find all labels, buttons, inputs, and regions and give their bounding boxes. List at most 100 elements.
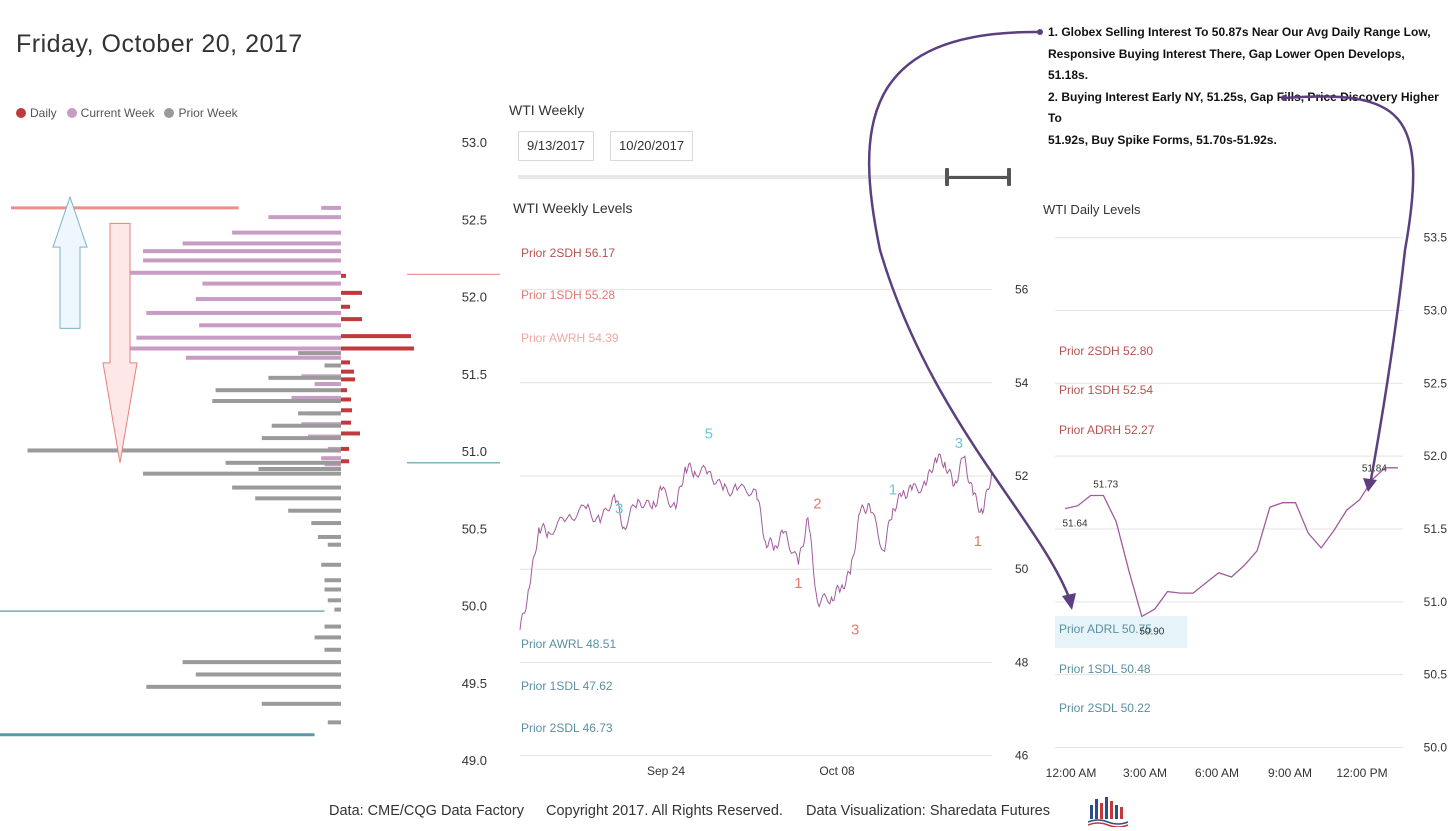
price-tick: 52.5 — [462, 212, 487, 227]
commentary-line-3: 2. Buying Interest Early NY, 51.25s, Gap… — [1048, 89, 1439, 126]
profile-bar-current-week — [321, 205, 341, 210]
up-arrow-icon — [52, 195, 88, 329]
weekly-level-label: Prior 1SDH 55.28 — [521, 288, 615, 302]
price-tick: 51.0 — [462, 444, 487, 459]
profile-bar-current-week — [123, 346, 341, 351]
daily-levels-title: WTI Daily Levels — [1043, 202, 1141, 217]
profile-bar-prior-week — [225, 460, 341, 465]
profile-bar-daily — [341, 304, 350, 309]
profile-bar-prior-week — [298, 411, 341, 416]
weekly-y-tick: 52 — [1015, 469, 1029, 483]
profile-bar-current-week — [314, 382, 341, 387]
profile-bar-prior-week — [327, 598, 341, 603]
profile-bar-prior-week — [317, 534, 341, 539]
commentary-annotation: 1. Globex Selling Interest To 50.87s Nea… — [1048, 22, 1448, 151]
legend-label-prior-week: Prior Week — [178, 106, 238, 120]
daily-x-tick: 9:00 AM — [1268, 766, 1312, 780]
daily-y-tick: 50.0 — [1424, 741, 1448, 755]
daily-point-label: 51.73 — [1093, 479, 1118, 490]
weekly-level-label: Prior AWRL 48.51 — [521, 637, 616, 651]
wave-label: 3 — [955, 435, 963, 452]
daily-y-tick: 53.0 — [1424, 303, 1448, 317]
legend-item-prior-week[interactable]: Prior Week — [164, 106, 238, 120]
profile-bar-prior-week — [298, 351, 341, 356]
profile-bar-daily — [341, 446, 349, 451]
profile-bar-prior-week — [327, 720, 341, 725]
volume-profile-chart: 53.0 52.5 52.0 51.5 51.0 50.5 50.0 49.5 49.0 — [0, 135, 500, 768]
legend-dot-prior-week — [164, 108, 175, 118]
profile-bar-current-week — [202, 281, 341, 286]
legend-item-daily[interactable]: Daily — [16, 106, 57, 120]
profile-bar-prior-week — [324, 578, 341, 583]
adrl-highlight — [1055, 616, 1187, 648]
weekly-y-tick: 54 — [1015, 376, 1029, 390]
profile-bar-daily — [341, 369, 354, 374]
wave-label: 1 — [794, 575, 802, 592]
wave-label: 2 — [813, 496, 821, 513]
profile-bar-prior-week — [334, 607, 341, 612]
profile-bar-current-week — [268, 215, 341, 220]
profile-bar-daily — [341, 408, 352, 413]
end-date-input[interactable]: 10/20/2017 — [610, 131, 694, 161]
profile-bar-current-week — [143, 258, 341, 263]
profile-bar-daily — [341, 273, 346, 278]
profile-bar-prior-week — [255, 496, 341, 501]
weekly-x-tick: Oct 08 — [819, 764, 855, 778]
price-tick: 53.0 — [462, 135, 487, 150]
weekly-x-tick: Sep 24 — [647, 764, 685, 778]
daily-level-label: Prior 1SDH 52.54 — [1059, 383, 1153, 397]
daily-x-tick: 3:00 AM — [1123, 766, 1167, 780]
weekly-level-label: Prior 2SDH 56.17 — [521, 246, 615, 260]
price-tick: 51.5 — [462, 367, 487, 382]
profile-bar-prior-week — [195, 672, 341, 677]
date-range-slider-selection — [947, 176, 1009, 179]
footer-source: Data: CME/CQG Data Factory — [329, 803, 524, 819]
footer-copyright: Copyright 2017. All Rights Reserved. — [546, 803, 783, 819]
weekly-price-line — [519, 453, 993, 630]
profile-bar-daily — [341, 397, 351, 402]
legend-dot-current-week — [66, 108, 77, 118]
wave-label: 3 — [851, 621, 859, 638]
profile-bar-prior-week — [288, 508, 341, 513]
profile-bar-current-week — [321, 456, 341, 461]
wave-label: 1 — [889, 482, 897, 499]
profile-legend: Daily Current Week Prior Week — [16, 106, 238, 120]
sharedata-logo-icon — [1088, 797, 1129, 827]
price-tick: 52.0 — [462, 290, 487, 305]
daily-y-tick: 52.0 — [1424, 449, 1448, 463]
daily-price-line — [1064, 467, 1398, 618]
profile-bar-daily — [341, 459, 349, 464]
weekly-y-tick: 48 — [1015, 655, 1029, 669]
down-arrow-icon — [102, 222, 138, 463]
profile-bar-prior-week — [215, 388, 341, 393]
commentary-line-4: 51.92s, Buy Spike Forms, 51.70s-51.92s. — [1048, 132, 1277, 147]
daily-point-label: 51.64 — [1062, 519, 1087, 530]
daily-levels-chart: WTI Daily Levels 53.5 53.0 52.5 52.0 51.5 51.0… — [1043, 202, 1448, 780]
daily-level-label: Prior ADRH 52.27 — [1059, 423, 1155, 437]
profile-bar-prior-week — [324, 624, 341, 629]
weekly-panel-title: WTI Weekly — [509, 102, 585, 118]
profile-bar-daily — [341, 290, 362, 295]
profile-bar-prior-week — [324, 647, 341, 652]
commentary-line-1: 1. Globex Selling Interest To 50.87s Nea… — [1048, 25, 1431, 39]
daily-level-label: Prior ADRL 50.75 — [1059, 622, 1152, 636]
date-range-slider-handle-start[interactable] — [945, 168, 949, 186]
profile-bar-prior-week — [232, 485, 341, 490]
price-tick: 50.5 — [462, 521, 487, 536]
date-range-slider-track[interactable] — [518, 175, 1010, 179]
legend-item-current-week[interactable]: Current Week — [66, 106, 154, 120]
profile-bar-current-week — [199, 323, 341, 328]
profile-bar-current-week — [143, 249, 341, 254]
weekly-y-tick: 50 — [1015, 562, 1029, 576]
profile-bar-prior-week — [314, 635, 341, 640]
profile-bar-prior-week — [324, 587, 341, 592]
weekly-level-label: Prior 1SDL 47.62 — [521, 679, 613, 693]
date-range-slider-handle-end[interactable] — [1007, 168, 1011, 186]
weekly-levels-title: WTI Weekly Levels — [513, 200, 633, 216]
profile-bar-daily — [341, 377, 355, 382]
profile-bar-current-week — [291, 395, 341, 400]
start-date-input[interactable]: 9/13/2017 — [518, 131, 594, 161]
price-tick: 49.5 — [462, 676, 487, 691]
profile-bar-current-week — [182, 241, 341, 246]
